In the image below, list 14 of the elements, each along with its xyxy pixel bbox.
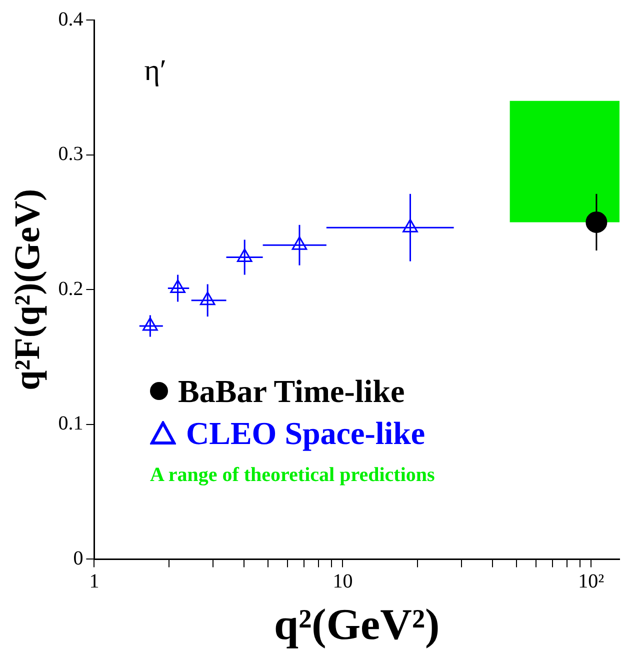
y-tick-label: 0.4 — [58, 8, 84, 30]
y-tick-label: 0.2 — [58, 278, 84, 300]
x-tick-label: 10 — [332, 570, 353, 592]
y-tick-label: 0.1 — [58, 412, 84, 435]
x-tick-label: 1 — [89, 570, 100, 592]
y-axis-title: q²F(q²)(GeV) — [6, 188, 47, 390]
legend-label: BaBar Time-like — [178, 372, 405, 410]
annotation: η′ — [144, 54, 166, 87]
y-tick-label: 0 — [73, 547, 84, 570]
x-tick-label: 10² — [578, 570, 604, 592]
legend-label: CLEO Space-like — [186, 414, 426, 452]
legend-label: A range of theoretical predictions — [150, 464, 435, 486]
x-axis-title: q²(GeV²) — [274, 600, 440, 649]
y-tick-label: 0.3 — [58, 143, 84, 166]
